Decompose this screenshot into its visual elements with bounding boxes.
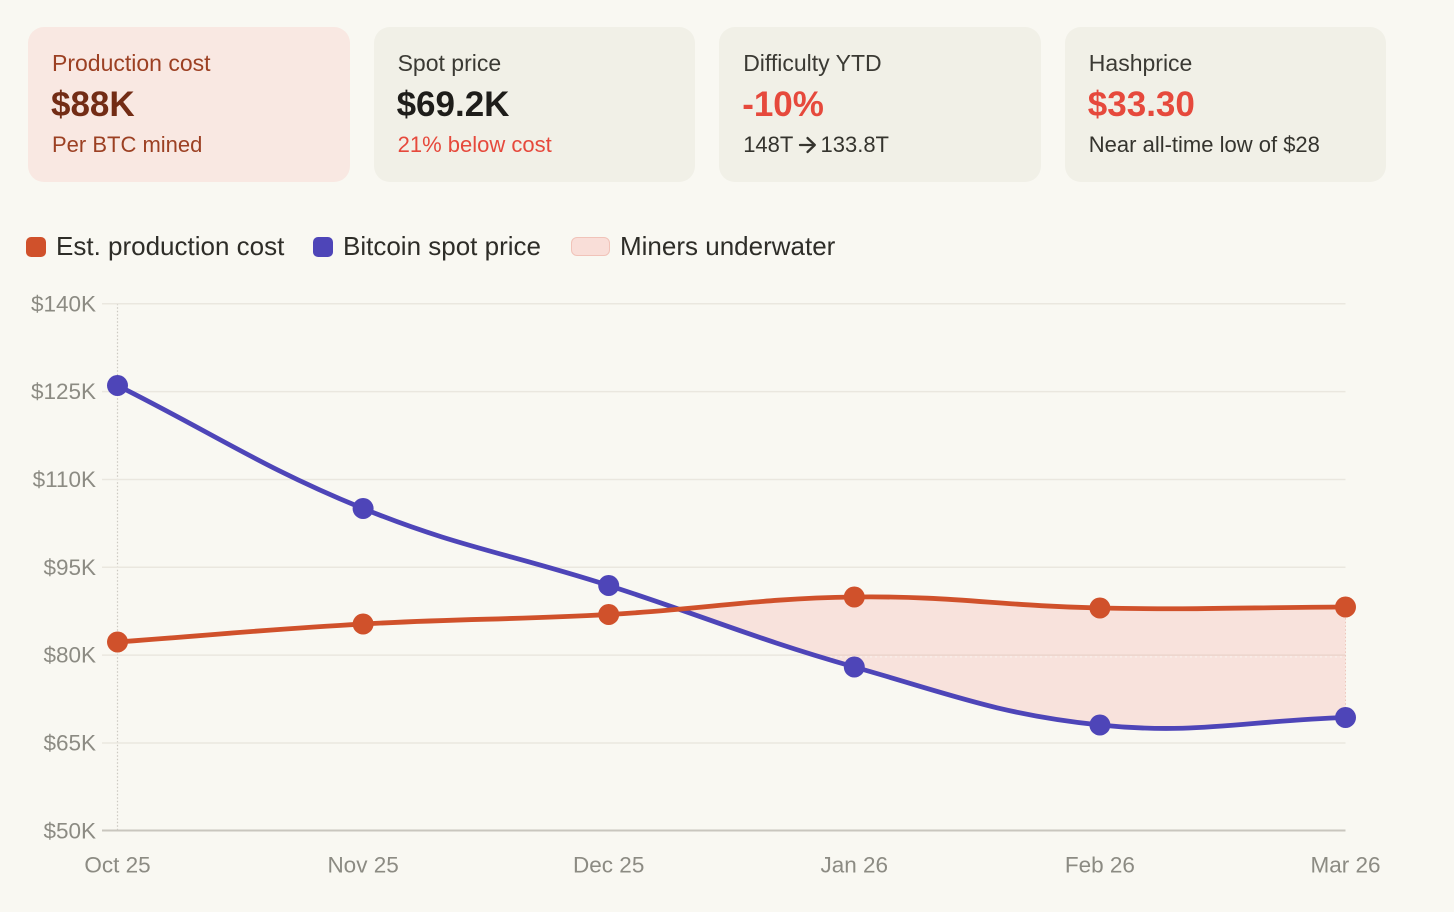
svg-text:Nov 25: Nov 25 <box>327 853 398 878</box>
svg-text:Feb 26: Feb 26 <box>1065 853 1135 878</box>
svg-text:Dec 25: Dec 25 <box>573 853 644 878</box>
svg-text:$65K: $65K <box>43 731 96 756</box>
svg-text:$80K: $80K <box>43 643 96 668</box>
svg-text:$110K: $110K <box>33 467 96 492</box>
svg-text:$125K: $125K <box>31 379 96 404</box>
svg-text:$140K: $140K <box>31 291 96 316</box>
svg-text:$95K: $95K <box>43 555 96 580</box>
svg-text:Jan 26: Jan 26 <box>821 853 889 878</box>
svg-text:Oct 25: Oct 25 <box>84 853 150 878</box>
svg-text:Mar 26: Mar 26 <box>1310 853 1380 878</box>
svg-text:$50K: $50K <box>43 818 96 843</box>
